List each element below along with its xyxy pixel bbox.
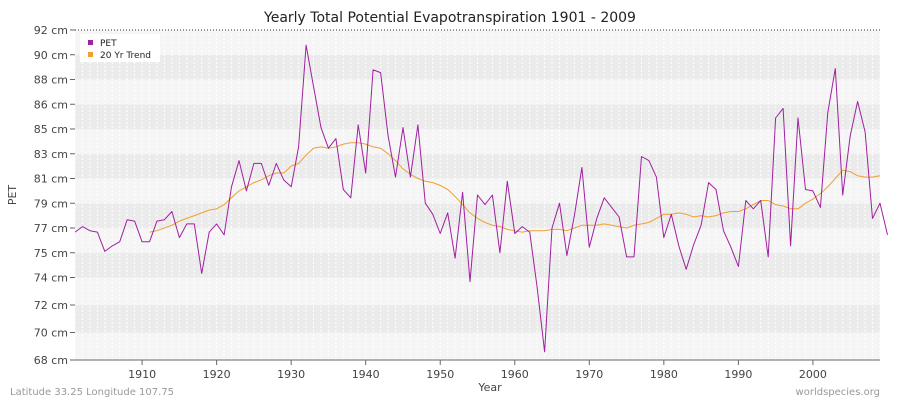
x-axis-title: Year	[477, 381, 502, 394]
x-tick-label: 1970	[575, 368, 603, 381]
y-tick-label: 92 cm	[34, 24, 68, 37]
x-tick-label: 1960	[501, 368, 529, 381]
x-tick-label: 1940	[352, 368, 380, 381]
x-tick-label: 1920	[203, 368, 231, 381]
y-tick-label: 75 cm	[34, 247, 68, 260]
footer-location: Latitude 33.25 Longitude 107.75	[10, 387, 174, 398]
y-tick-label: 81 cm	[34, 173, 68, 186]
legend-label-pet: PET	[100, 39, 117, 49]
legend-swatch-pet	[88, 40, 93, 45]
y-tick-label: 72 cm	[34, 299, 68, 312]
x-tick-label: 1910	[128, 368, 156, 381]
x-tick-label: 1930	[277, 368, 305, 381]
y-tick-label: 86 cm	[34, 98, 68, 111]
legend-label-trend: 20 Yr Trend	[100, 51, 151, 61]
x-tick-label: 1990	[724, 368, 752, 381]
y-tick-label: 83 cm	[34, 148, 68, 161]
y-tick-label: 68 cm	[34, 354, 68, 367]
series-line-pet	[74, 44, 888, 353]
legend-box	[80, 34, 160, 62]
x-tick-label: 1980	[650, 368, 678, 381]
x-axis-ticks: 1910 1920 1930 1940 1950 1960 1970 1980 1990 2000	[128, 360, 827, 381]
y-tick-label: 90 cm	[34, 49, 68, 62]
series-group	[74, 44, 888, 353]
y-axis-ticks: 68 cm 70 cm 72 cm 74 cm 75 cm 77 cm 79 cm 81 cm…	[34, 24, 75, 367]
plot-band	[75, 104, 880, 129]
y-tick-label: 74 cm	[34, 272, 68, 285]
legend-swatch-trend	[88, 52, 93, 57]
plot-band	[75, 252, 880, 278]
y-axis-title: PET	[6, 185, 19, 206]
y-tick-label: 85 cm	[34, 123, 68, 136]
y-tick-label: 70 cm	[34, 327, 68, 340]
y-tick-label: 79 cm	[34, 197, 68, 210]
x-tick-label: 1950	[426, 368, 454, 381]
gridlines	[74, 30, 881, 360]
x-tick-label: 2000	[799, 368, 827, 381]
y-tick-label: 88 cm	[34, 74, 68, 87]
legend: PET 20 Yr Trend	[80, 34, 160, 62]
y-tick-label: 77 cm	[34, 222, 68, 235]
footer-credit: worldspecies.org	[796, 387, 880, 398]
chart-title: Yearly Total Potential Evapotranspiratio…	[263, 10, 636, 26]
plot-band	[75, 129, 880, 154]
